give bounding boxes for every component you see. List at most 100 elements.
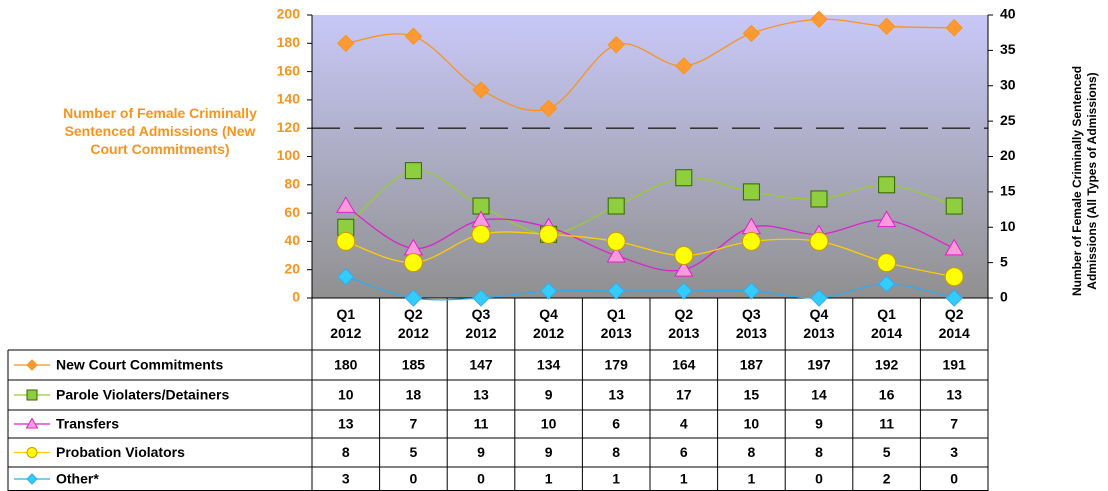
series-line (345, 276, 955, 301)
table-value: 2 (883, 471, 891, 487)
table-value: 4 (680, 416, 688, 432)
legend-marker (26, 447, 38, 458)
y-tick-label: 100 (277, 147, 301, 163)
y-tick-label: 20 (284, 260, 300, 276)
table-value: 1 (748, 471, 756, 487)
marker (675, 169, 693, 187)
marker (471, 224, 491, 244)
marker (944, 267, 964, 287)
y-tick-label: 40 (284, 232, 300, 248)
y-tick-label: 200 (277, 6, 301, 22)
y-tick-label: 180 (277, 34, 301, 50)
marker (674, 246, 694, 266)
marker (809, 231, 829, 251)
marker (675, 282, 693, 300)
y2-tick-label: 35 (1000, 41, 1016, 57)
marker (877, 275, 896, 293)
table-value: 7 (410, 416, 418, 432)
marker (675, 57, 693, 75)
legend-marker (26, 473, 38, 485)
y2-tick-label: 30 (1000, 76, 1016, 92)
marker (607, 36, 625, 54)
table-value: 180 (334, 357, 358, 373)
table-value: 1 (612, 471, 620, 487)
table-value: 7 (950, 416, 958, 432)
legend-marker (26, 389, 38, 401)
legend-label: Transfers (56, 416, 119, 432)
table-value: 0 (410, 471, 418, 487)
table-value: 1 (680, 471, 688, 487)
legend-marker (26, 359, 38, 371)
table-value: 11 (879, 416, 894, 432)
marker (877, 253, 897, 273)
y-tick-label: 0 (292, 289, 300, 305)
y2-tick-label: 25 (1000, 112, 1016, 128)
y-tick-label: 120 (277, 119, 301, 135)
legend-marker (25, 417, 39, 429)
table-value: 0 (477, 471, 485, 487)
table-value: 10 (338, 387, 354, 403)
y-tick-label: 80 (284, 176, 300, 192)
y-tick-label: 140 (277, 91, 301, 107)
table-value: 8 (612, 444, 620, 460)
marker (878, 176, 896, 194)
marker (945, 19, 963, 37)
y2-tick-label: 20 (1000, 147, 1016, 163)
marker (876, 210, 897, 228)
marker (810, 190, 828, 208)
table-value: 8 (815, 444, 823, 460)
marker (337, 268, 355, 286)
marker (336, 196, 356, 213)
table-value: 9 (815, 416, 823, 432)
series-line (345, 231, 955, 278)
table-value: 6 (680, 444, 688, 460)
table-value: 187 (740, 357, 764, 373)
marker (539, 224, 559, 244)
table-value: 13 (338, 416, 354, 432)
series-line (345, 18, 955, 112)
y-tick-label: 160 (277, 62, 301, 78)
table-value: 5 (410, 444, 418, 460)
table-value: 15 (744, 387, 760, 403)
table-value: 0 (815, 471, 823, 487)
marker (741, 231, 761, 251)
marker (877, 17, 896, 36)
marker (607, 282, 625, 300)
table-value: 134 (537, 357, 561, 373)
table-value: 6 (612, 416, 620, 432)
marker (945, 197, 963, 215)
x-tick-label: Q4 2012 (533, 306, 565, 341)
table-value: 3 (950, 444, 958, 460)
x-tick-label: Q3 2013 (735, 306, 767, 341)
series-line (345, 205, 955, 272)
marker (404, 162, 422, 180)
y-axis-title: Number of Female Criminally Sentenced Ad… (63, 105, 257, 157)
table-value: 11 (474, 416, 489, 432)
marker (337, 34, 355, 53)
table-value: 8 (748, 444, 756, 460)
x-tick-label: Q1 2013 (600, 306, 632, 341)
legend-label: Other* (56, 471, 99, 487)
marker (742, 183, 760, 201)
table-value: 5 (883, 444, 891, 460)
marker (810, 289, 828, 307)
marker (336, 231, 356, 251)
marker (607, 197, 625, 215)
table-value: 8 (342, 444, 350, 460)
y2-axis-title: Number of Female Criminally Sentenced Ad… (1070, 65, 1099, 297)
marker (404, 27, 423, 45)
table-value: 17 (676, 387, 692, 403)
marker (404, 289, 423, 307)
series-line (345, 169, 955, 235)
table-value: 3 (342, 471, 350, 487)
marker (606, 231, 626, 251)
marker (472, 81, 490, 99)
x-tick-label: Q1 2014 (871, 306, 903, 341)
marker (472, 289, 490, 307)
legend-label: New Court Commitments (56, 357, 223, 373)
y2-tick-label: 5 (1000, 253, 1008, 269)
table-value: 16 (879, 387, 895, 403)
marker (742, 282, 761, 300)
legend-label: Parole Violaters/Detainers (56, 387, 229, 403)
marker (674, 259, 694, 277)
